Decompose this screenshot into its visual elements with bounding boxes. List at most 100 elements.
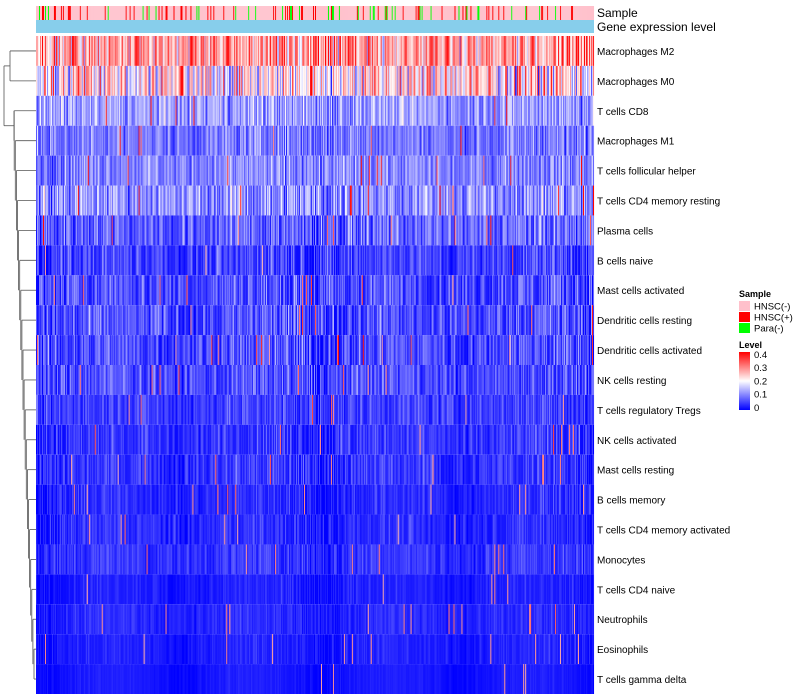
heatmap-cell bbox=[183, 95, 185, 126]
heatmap-cell bbox=[234, 125, 236, 156]
heatmap-cell bbox=[272, 95, 274, 126]
heatmap-cell bbox=[293, 125, 295, 156]
heatmap-cell bbox=[514, 36, 516, 66]
sample-track-cell bbox=[521, 6, 523, 20]
heatmap-cell bbox=[529, 185, 531, 216]
heatmap-cell bbox=[105, 215, 107, 246]
heatmap-cell bbox=[336, 155, 338, 186]
heatmap-cell bbox=[155, 155, 157, 186]
sample-track-cell bbox=[554, 6, 556, 20]
heatmap-cell bbox=[245, 185, 247, 216]
heatmap-cell bbox=[489, 36, 491, 66]
heatmap-cell bbox=[497, 95, 499, 126]
heatmap-cell bbox=[72, 245, 74, 276]
sample-track-cell bbox=[189, 6, 191, 20]
heatmap-cell bbox=[134, 245, 136, 276]
heatmap-cell bbox=[480, 125, 482, 156]
heatmap-cell bbox=[61, 185, 63, 216]
sample-track-cell bbox=[256, 6, 258, 20]
heatmap-cell bbox=[288, 65, 290, 96]
sample-track-cell bbox=[338, 6, 340, 20]
heatmap-cell bbox=[313, 245, 315, 276]
heatmap-cell bbox=[225, 65, 227, 96]
sample-track-cell bbox=[65, 6, 67, 20]
heatmap-cell bbox=[316, 155, 318, 186]
heatmap-cell bbox=[435, 36, 437, 66]
heatmap-cell bbox=[209, 125, 211, 156]
heatmap-cell bbox=[213, 245, 215, 276]
heatmap-cell bbox=[131, 185, 133, 216]
heatmap-cell bbox=[304, 95, 306, 126]
heatmap-cell bbox=[54, 185, 56, 216]
heatmap-cell bbox=[266, 125, 268, 156]
heatmap-cell bbox=[204, 36, 206, 66]
heatmap-cell bbox=[326, 125, 329, 156]
heatmap-cell bbox=[554, 215, 556, 246]
sample-track-cell bbox=[330, 6, 332, 20]
heatmap-cell bbox=[584, 36, 586, 66]
heatmap-cell bbox=[144, 36, 146, 66]
heatmap-cell bbox=[55, 185, 57, 216]
heatmap-cell bbox=[285, 185, 287, 216]
heatmap-cell bbox=[472, 185, 474, 216]
heatmap-cell bbox=[525, 155, 527, 186]
heatmap-cell bbox=[320, 125, 323, 156]
heatmap-cell bbox=[373, 185, 375, 216]
heatmap-cell bbox=[329, 65, 331, 96]
heatmap-cell bbox=[107, 125, 109, 156]
heatmap-cell bbox=[388, 125, 390, 156]
heatmap-cell bbox=[249, 65, 251, 96]
heatmap-cell bbox=[375, 215, 377, 246]
heatmap-cell bbox=[163, 215, 165, 246]
heatmap-cell bbox=[234, 65, 236, 96]
heatmap-cell bbox=[148, 125, 150, 156]
heatmap-cell bbox=[56, 95, 58, 126]
heatmap-cell bbox=[258, 125, 260, 156]
heatmap-cell bbox=[151, 155, 153, 186]
heatmap-cell bbox=[186, 65, 188, 96]
heatmap-cell bbox=[353, 36, 355, 66]
heatmap-cell bbox=[394, 245, 396, 276]
heatmap-cell bbox=[554, 65, 556, 96]
sample-track-cell bbox=[230, 6, 232, 20]
heatmap-cell bbox=[325, 185, 328, 216]
heatmap-cell bbox=[87, 95, 89, 126]
heatmap-cell bbox=[381, 125, 383, 156]
heatmap-cell bbox=[433, 95, 435, 126]
heatmap-cell bbox=[444, 65, 446, 96]
sample-track-cell bbox=[217, 6, 219, 20]
heatmap-cell bbox=[274, 215, 276, 246]
heatmap-cell bbox=[578, 125, 580, 156]
sample-track-cell bbox=[373, 6, 375, 20]
heatmap-cell bbox=[42, 245, 45, 276]
heatmap-cell bbox=[331, 65, 333, 96]
heatmap-cell bbox=[366, 36, 368, 66]
heatmap-cell bbox=[365, 245, 367, 276]
heatmap-cell bbox=[409, 185, 411, 216]
heatmap-cell bbox=[451, 215, 453, 246]
heatmap-cell bbox=[560, 215, 562, 246]
heatmap-cell bbox=[62, 245, 64, 276]
heatmap-cell bbox=[329, 155, 331, 186]
heatmap-cell bbox=[230, 36, 232, 66]
heatmap-cell bbox=[110, 185, 112, 216]
heatmap-cell bbox=[299, 95, 301, 126]
heatmap-cell bbox=[80, 95, 82, 126]
heatmap-cell bbox=[383, 65, 385, 96]
heatmap-cell bbox=[139, 125, 141, 156]
heatmap-cell bbox=[66, 155, 68, 186]
heatmap-cell bbox=[343, 215, 345, 246]
sample-track-cell bbox=[374, 6, 376, 20]
heatmap-cell bbox=[585, 65, 587, 96]
heatmap-cell bbox=[570, 185, 572, 216]
heatmap-cell bbox=[308, 155, 310, 186]
heatmap-cell bbox=[232, 245, 234, 276]
heatmap-cell bbox=[52, 215, 54, 246]
heatmap-cell bbox=[575, 215, 577, 246]
heatmap-cell bbox=[193, 125, 195, 156]
heatmap-cell bbox=[457, 245, 459, 276]
heatmap-cell bbox=[229, 95, 231, 126]
heatmap-cell bbox=[260, 36, 262, 66]
heatmap-cell bbox=[559, 155, 561, 186]
heatmap-cell bbox=[118, 155, 120, 186]
